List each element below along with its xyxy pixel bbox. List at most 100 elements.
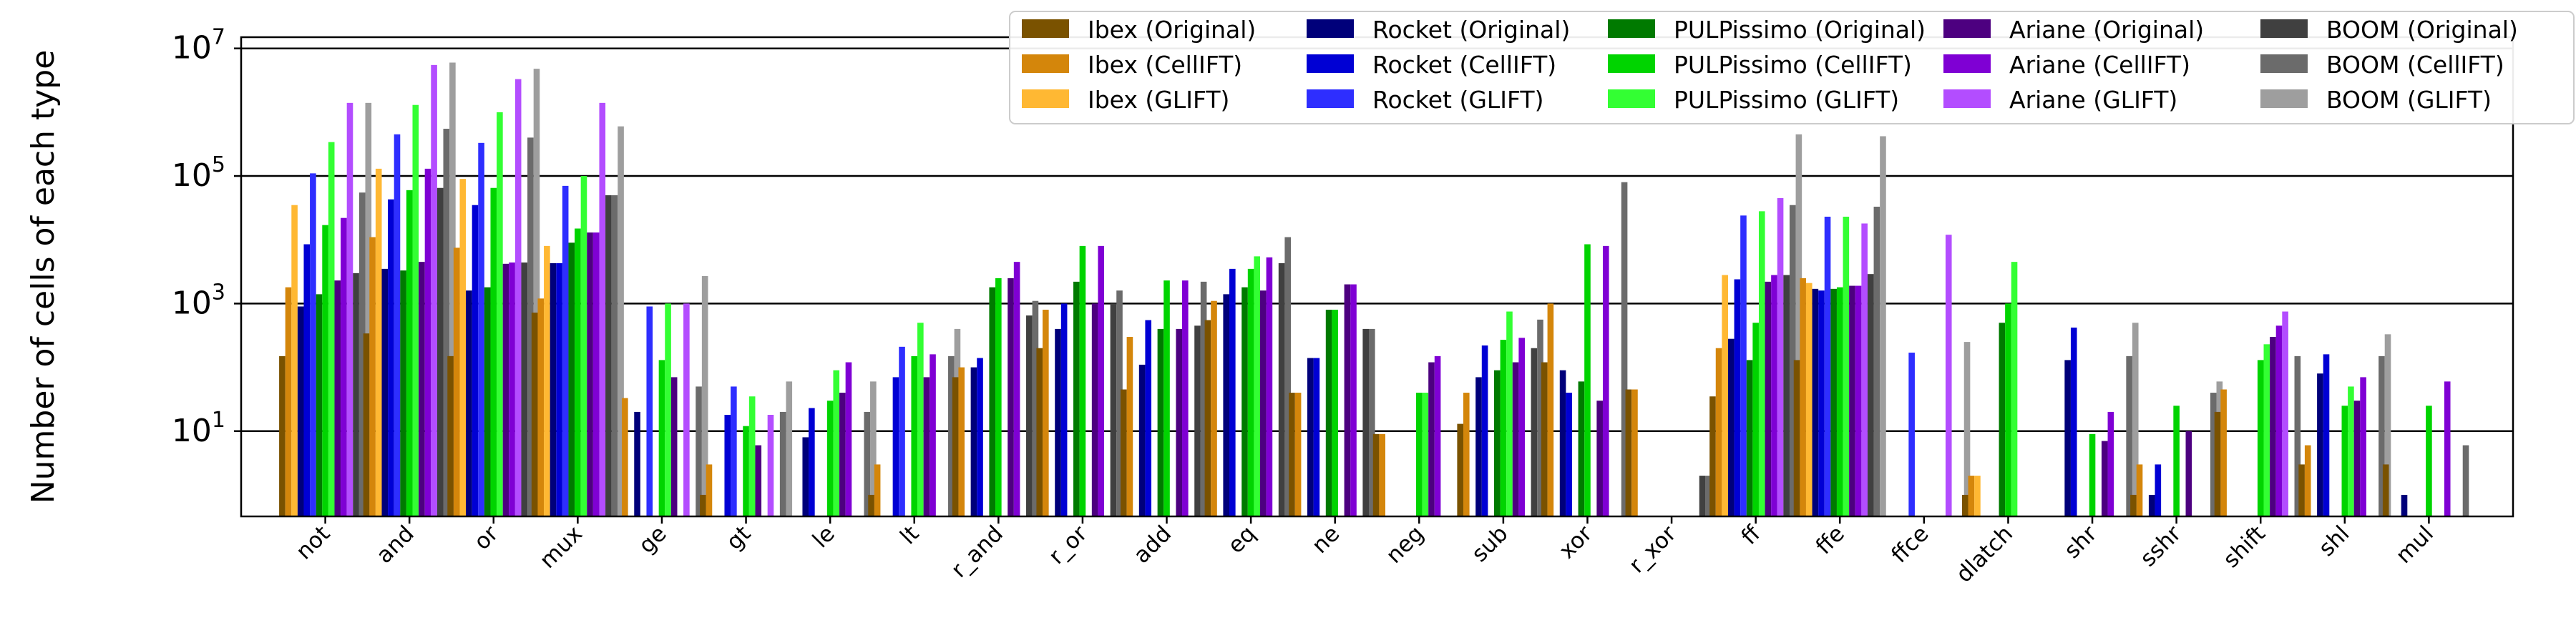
bar (599, 102, 606, 517)
legend-swatch (1022, 89, 1069, 108)
bar (2155, 464, 2162, 516)
bar (755, 445, 762, 516)
bar (1332, 310, 1338, 516)
bar (2379, 355, 2385, 516)
bar (1537, 319, 1543, 516)
bar (406, 190, 413, 516)
bar (870, 381, 877, 516)
legend-item: Rocket (GLIFT) (1307, 86, 1543, 114)
bar (2132, 323, 2139, 516)
bar (1849, 285, 1855, 516)
x-tick-label: shr (2059, 521, 2102, 564)
x-tick-label: add (1128, 521, 1176, 569)
x-tick-label: xor (1554, 521, 1597, 564)
bar (1880, 136, 1886, 517)
legend-item: PULPissimo (CellIFT) (1608, 51, 1912, 79)
bar (2173, 406, 2180, 516)
bar (1541, 362, 1548, 516)
bar (2317, 373, 2323, 516)
legend-label: BOOM (CellIFT) (2326, 51, 2504, 79)
legend-label: Ariane (GLIFT) (2009, 86, 2177, 114)
bar (833, 370, 840, 516)
legend-item: BOOM (Original) (2260, 16, 2518, 44)
bar (1026, 315, 1033, 516)
bar (363, 333, 370, 516)
bar (358, 192, 366, 516)
legend: Ibex (Original) Ibex (CellIFT) Ibex (GLIFT… (1009, 11, 2575, 124)
legend-swatch (1022, 19, 1069, 38)
bar (1968, 476, 1975, 516)
bar (1121, 389, 1127, 516)
bar (1254, 256, 1261, 516)
bar (1073, 281, 1080, 516)
bar (1055, 328, 1061, 516)
bar (375, 168, 382, 516)
bar (2298, 464, 2305, 516)
bar (1963, 342, 1971, 516)
bar (1999, 323, 2006, 516)
bar (839, 393, 846, 516)
bar (1289, 393, 1295, 516)
bar (779, 411, 786, 516)
bar (786, 381, 793, 516)
legend-item: Rocket (Original) (1307, 16, 1570, 44)
x-tick-label: or (469, 521, 504, 555)
bar (1818, 290, 1825, 516)
bar (1793, 360, 1800, 516)
bar (592, 232, 600, 516)
bar (575, 228, 581, 516)
bar (2401, 494, 2408, 516)
legend-label: PULPissimo (Original) (1674, 16, 1926, 44)
bar (1855, 285, 1862, 516)
bar (1783, 275, 1790, 516)
x-tick-label: ffce (1886, 521, 1933, 568)
bar (1163, 280, 1170, 516)
bar (328, 142, 335, 516)
bar (700, 494, 706, 516)
x-tick-label: neg (1381, 521, 1429, 569)
bar (917, 323, 924, 516)
bar (826, 401, 834, 516)
bar (1861, 223, 1868, 516)
legend-item: Ibex (CellIFT) (1022, 51, 1242, 79)
x-tick-label: sshr (2135, 521, 2186, 571)
x-tick-label: eq (1223, 521, 1261, 559)
bar (622, 398, 628, 516)
bar (1325, 310, 1332, 516)
bar (724, 414, 731, 516)
bar-series (279, 62, 2469, 517)
bar (2136, 464, 2143, 516)
bar (1789, 205, 1796, 516)
bar (297, 306, 304, 516)
bar (977, 358, 983, 516)
bar (568, 242, 575, 516)
bar (2107, 411, 2114, 516)
bar (1294, 393, 1302, 516)
legend-item: PULPissimo (GLIFT) (1608, 86, 1899, 114)
legend-swatch (1943, 54, 1991, 73)
bar (1200, 281, 1207, 516)
bar (2005, 303, 2011, 516)
bar (1812, 288, 1819, 516)
bar (2148, 494, 2155, 516)
bar (1945, 235, 1952, 516)
bar (1229, 268, 1236, 516)
bar (1211, 300, 1217, 516)
legend-swatch (1943, 89, 1991, 108)
bar (1715, 348, 1722, 516)
bar (490, 187, 497, 516)
x-tick-label: ge (634, 521, 672, 559)
bar (1307, 358, 1314, 516)
bar (453, 247, 460, 516)
bar (930, 354, 936, 516)
bar (2064, 360, 2071, 516)
bar (1013, 262, 1020, 516)
bar (587, 232, 593, 516)
x-tick-label: mul (2391, 521, 2439, 569)
bar (1176, 328, 1183, 516)
legend-swatch (1307, 89, 1354, 108)
bar (2089, 433, 2096, 516)
x-tick-label: dlatch (1951, 521, 2018, 587)
bar (1752, 323, 1759, 516)
